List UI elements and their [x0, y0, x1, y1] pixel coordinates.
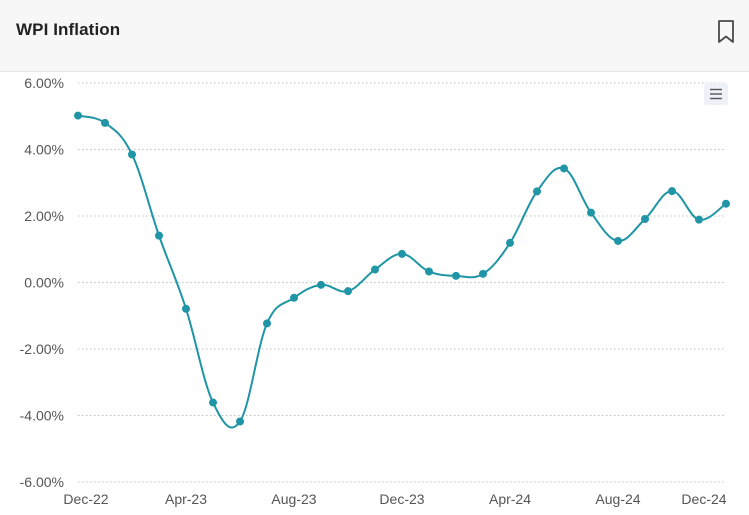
data-point[interactable] [290, 293, 298, 302]
data-point[interactable] [641, 214, 649, 223]
x-tick-label: Dec-22 [63, 491, 108, 507]
data-point[interactable] [695, 215, 703, 224]
data-point[interactable] [614, 236, 622, 245]
x-axis-ticks: Dec-22 Apr-23 Aug-23 Dec-23 Apr-24 Aug-24 Dec-… [63, 491, 726, 507]
x-tick-label: Dec-23 [379, 491, 424, 507]
y-tick-label: 6.00% [24, 75, 64, 91]
data-point[interactable] [101, 118, 109, 127]
data-point[interactable] [128, 150, 136, 159]
card-title: WPI Inflation [16, 20, 121, 39]
data-point[interactable] [560, 164, 568, 173]
y-tick-label: 0.00% [24, 275, 64, 291]
data-point[interactable] [533, 187, 541, 196]
grid-lines [78, 82, 726, 483]
data-point[interactable] [344, 287, 352, 296]
y-axis-ticks: 6.00% 4.00% 2.00% 0.00% -2.00% -4.00% -6.00% [20, 75, 64, 490]
x-tick-label: Dec-24 [681, 491, 726, 507]
card-header: WPI Inflation [0, 0, 749, 72]
data-point[interactable] [668, 187, 676, 196]
y-tick-label: 4.00% [24, 142, 64, 158]
data-point[interactable] [317, 280, 325, 289]
data-point[interactable] [263, 319, 271, 328]
x-tick-label: Apr-23 [165, 491, 207, 507]
x-tick-label: Apr-24 [489, 491, 531, 507]
data-point[interactable] [506, 238, 514, 247]
x-tick-label: Aug-23 [271, 491, 316, 507]
x-tick-label: Aug-24 [595, 491, 640, 507]
y-tick-label: -4.00% [20, 408, 64, 424]
chart-menu-button[interactable] [704, 83, 728, 105]
data-point[interactable] [209, 398, 217, 407]
data-points [74, 111, 730, 426]
data-point[interactable] [74, 111, 82, 120]
data-point[interactable] [722, 199, 730, 208]
bookmark-icon[interactable] [714, 18, 738, 46]
data-point[interactable] [479, 269, 487, 278]
data-point[interactable] [452, 271, 460, 280]
data-point[interactable] [425, 267, 433, 276]
data-point[interactable] [236, 417, 244, 426]
y-tick-label: -2.00% [20, 341, 64, 357]
data-point[interactable] [155, 231, 163, 240]
series-line [77, 114, 727, 429]
y-tick-label: 2.00% [24, 208, 64, 224]
data-point[interactable] [587, 208, 595, 217]
data-point[interactable] [398, 249, 406, 258]
data-point[interactable] [182, 304, 190, 313]
data-point[interactable] [371, 265, 379, 274]
hamburger-menu-icon [710, 88, 722, 100]
y-tick-label: -6.00% [20, 474, 64, 490]
